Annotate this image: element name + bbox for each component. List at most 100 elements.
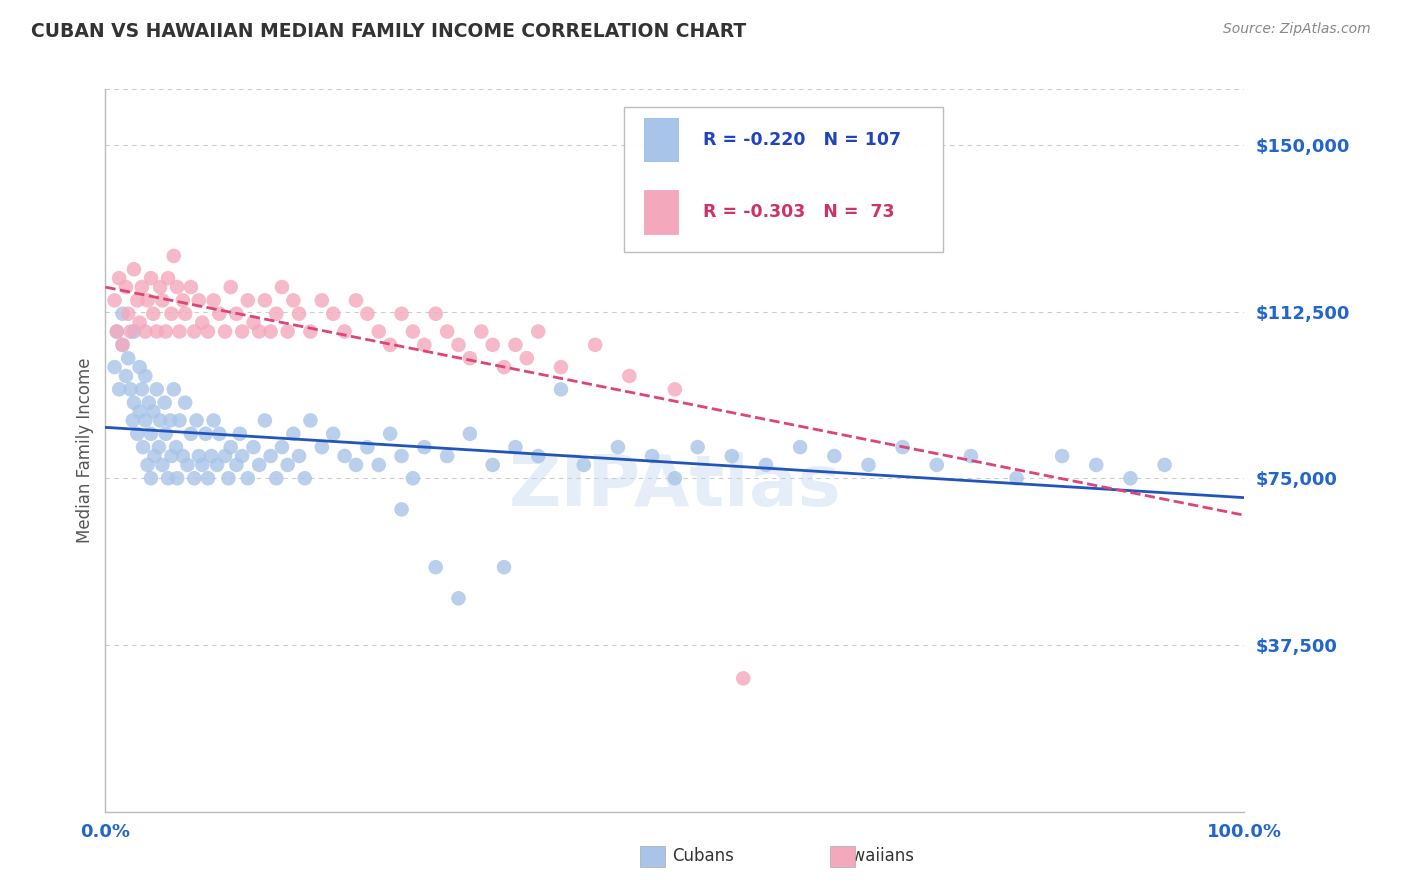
Point (481, 458, 503, 472)
Point (447, 338, 470, 352)
Point (378, 338, 402, 352)
Point (583, 338, 606, 352)
Point (572, 458, 595, 472)
Point (219, 280, 242, 294)
Point (139, 426, 162, 441)
Point (128, 404, 150, 418)
Point (960, 449, 983, 463)
Point (169, 325, 191, 339)
Point (271, 440, 294, 454)
Point (436, 325, 458, 339)
Point (311, 440, 333, 454)
Point (283, 293, 305, 308)
Point (402, 325, 425, 339)
Point (117, 351, 139, 366)
Point (149, 413, 172, 427)
Point (180, 426, 202, 441)
Point (127, 293, 149, 308)
Point (925, 458, 948, 472)
Point (128, 360, 150, 375)
Point (117, 307, 139, 321)
Point (200, 449, 222, 463)
Point (176, 458, 198, 472)
Point (755, 458, 778, 472)
Point (136, 293, 159, 308)
Point (166, 471, 188, 485)
Point (470, 325, 492, 339)
Point (294, 471, 316, 485)
Point (236, 471, 259, 485)
Point (283, 426, 305, 441)
Point (264, 307, 288, 321)
Point (214, 449, 236, 463)
Point (891, 440, 914, 454)
Point (139, 271, 162, 285)
Point (131, 280, 153, 294)
Point (120, 325, 142, 339)
Point (142, 404, 165, 418)
Text: ZIPAtlas: ZIPAtlas (509, 452, 841, 521)
Point (111, 338, 134, 352)
Point (253, 293, 276, 308)
Point (721, 449, 744, 463)
Point (208, 426, 231, 441)
Point (344, 458, 367, 472)
Point (134, 413, 156, 427)
FancyBboxPatch shape (624, 107, 942, 252)
Point (165, 440, 187, 454)
Point (823, 449, 845, 463)
Point (367, 458, 389, 472)
Point (391, 449, 413, 463)
Point (413, 338, 436, 352)
Point (157, 471, 180, 485)
Point (231, 449, 253, 463)
Point (108, 382, 131, 396)
Point (183, 325, 205, 339)
Point (1005, 471, 1028, 485)
Point (247, 458, 270, 472)
Point (333, 325, 356, 339)
Point (159, 413, 181, 427)
Point (191, 316, 214, 330)
Point (103, 293, 125, 308)
Point (205, 458, 228, 472)
Point (311, 293, 333, 308)
Point (391, 307, 413, 321)
Point (122, 325, 145, 339)
Point (172, 293, 194, 308)
Y-axis label: Median Family Income: Median Family Income (76, 358, 94, 543)
Point (134, 369, 156, 384)
Point (333, 449, 356, 463)
Point (152, 458, 174, 472)
Point (686, 440, 709, 454)
Text: Cubans: Cubans (672, 847, 734, 865)
Point (733, 671, 755, 685)
Point (202, 293, 225, 308)
Point (134, 325, 156, 339)
Point (187, 293, 209, 308)
Text: R = -0.220   N = 107: R = -0.220 N = 107 (703, 131, 901, 149)
Point (447, 591, 470, 606)
Point (229, 426, 252, 441)
Point (436, 449, 458, 463)
Point (356, 307, 378, 321)
Point (115, 369, 138, 384)
Point (174, 395, 197, 409)
Point (122, 395, 145, 409)
Point (132, 440, 155, 454)
Point (253, 413, 276, 427)
Point (202, 413, 225, 427)
Point (219, 440, 242, 454)
Point (120, 382, 142, 396)
Point (152, 293, 174, 308)
Point (458, 351, 481, 366)
Point (103, 360, 125, 375)
Point (264, 471, 288, 485)
Text: Hawaiians: Hawaiians (830, 847, 914, 865)
Point (174, 307, 197, 321)
Point (425, 307, 447, 321)
Point (131, 382, 153, 396)
Point (505, 440, 527, 454)
Bar (644, 190, 678, 234)
Point (166, 280, 188, 294)
